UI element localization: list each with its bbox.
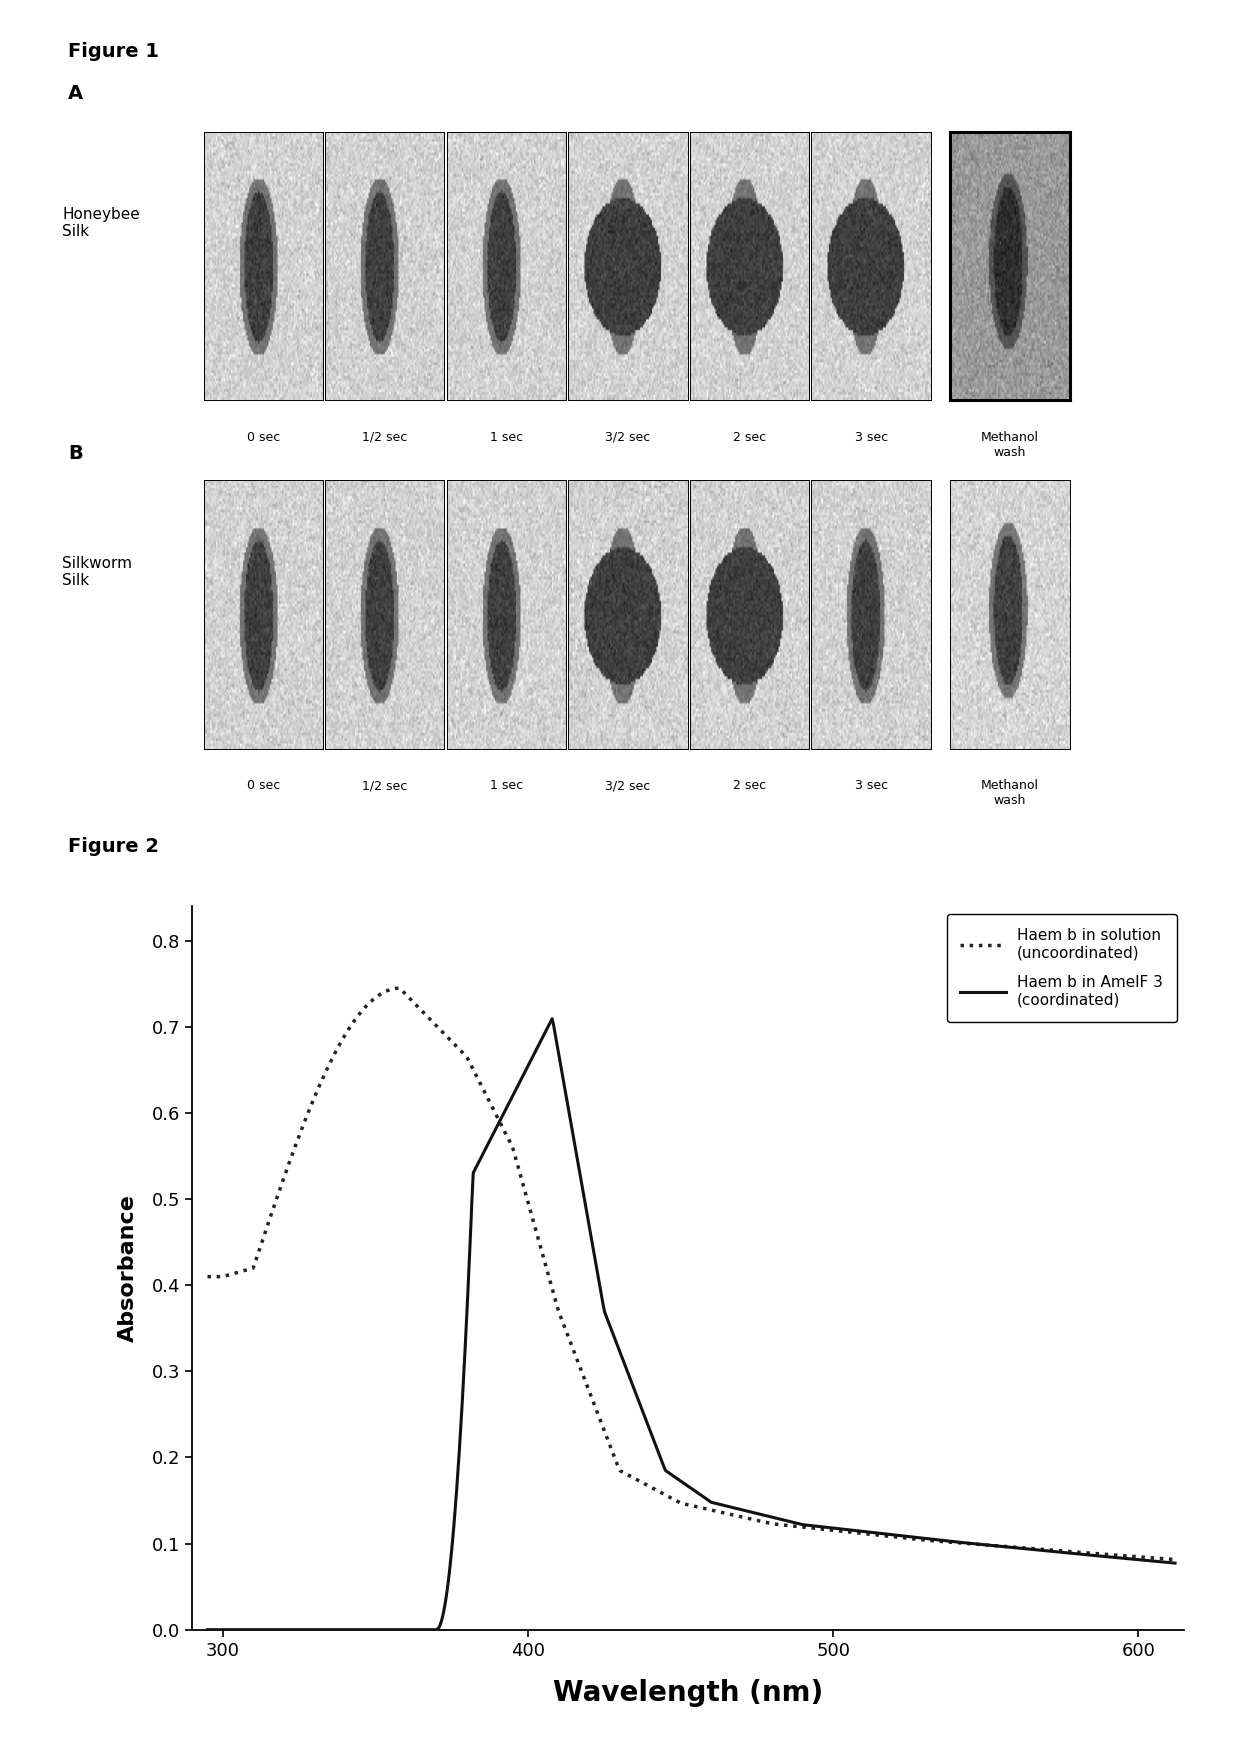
Text: Silkworm
Silk: Silkworm Silk (62, 556, 133, 587)
Text: 3 sec: 3 sec (854, 779, 888, 791)
Haem b in AmelF 3
(coordinated) (506, 1084, 521, 1105)
Text: 1/2 sec: 1/2 sec (362, 779, 408, 791)
Haem b in AmelF 3
(coordinated) (472, 1149, 487, 1170)
Haem b in solution
(uncoordinated) (507, 1145, 522, 1166)
Haem b in AmelF 3
(coordinated) (837, 1518, 852, 1539)
Text: 2 sec: 2 sec (733, 431, 766, 443)
Haem b in solution
(uncoordinated) (1074, 1543, 1089, 1563)
Text: Honeybee
Silk: Honeybee Silk (62, 207, 140, 239)
Text: 1 sec: 1 sec (490, 779, 523, 791)
Haem b in solution
(uncoordinated) (200, 1265, 215, 1286)
Text: B: B (68, 444, 83, 464)
Text: A: A (68, 84, 83, 103)
Line: Haem b in AmelF 3
(coordinated): Haem b in AmelF 3 (coordinated) (207, 1018, 1176, 1630)
Text: 0 sec: 0 sec (247, 431, 280, 443)
X-axis label: Wavelength (nm): Wavelength (nm) (553, 1679, 823, 1706)
Text: Figure 2: Figure 2 (68, 837, 159, 856)
Text: Figure 1: Figure 1 (68, 42, 159, 61)
Haem b in solution
(uncoordinated) (438, 1025, 453, 1046)
Haem b in AmelF 3
(coordinated) (1074, 1544, 1089, 1565)
Haem b in AmelF 3
(coordinated) (436, 1598, 451, 1619)
Text: 3/2 sec: 3/2 sec (605, 779, 651, 791)
Haem b in AmelF 3
(coordinated) (1168, 1553, 1183, 1574)
Haem b in AmelF 3
(coordinated) (544, 1007, 559, 1028)
Text: 1 sec: 1 sec (490, 431, 523, 443)
Legend: Haem b in solution
(uncoordinated), Haem b in AmelF 3
(coordinated): Haem b in solution (uncoordinated), Haem… (946, 913, 1177, 1021)
Y-axis label: Absorbance: Absorbance (118, 1194, 138, 1342)
Haem b in solution
(uncoordinated) (837, 1522, 852, 1543)
Text: 1/2 sec: 1/2 sec (362, 431, 408, 443)
Haem b in solution
(uncoordinated) (391, 978, 405, 999)
Text: Methanol
wash: Methanol wash (981, 779, 1039, 807)
Haem b in solution
(uncoordinated) (474, 1075, 489, 1096)
Haem b in solution
(uncoordinated) (1168, 1550, 1183, 1570)
Text: 0 sec: 0 sec (247, 779, 280, 791)
Haem b in solution
(uncoordinated) (955, 1532, 970, 1553)
Text: Methanol
wash: Methanol wash (981, 431, 1039, 458)
Text: 3/2 sec: 3/2 sec (605, 431, 651, 443)
Haem b in AmelF 3
(coordinated) (200, 1619, 215, 1640)
Haem b in AmelF 3
(coordinated) (955, 1532, 970, 1553)
Line: Haem b in solution
(uncoordinated): Haem b in solution (uncoordinated) (207, 988, 1176, 1560)
Text: 2 sec: 2 sec (733, 779, 766, 791)
Text: 3 sec: 3 sec (854, 431, 888, 443)
